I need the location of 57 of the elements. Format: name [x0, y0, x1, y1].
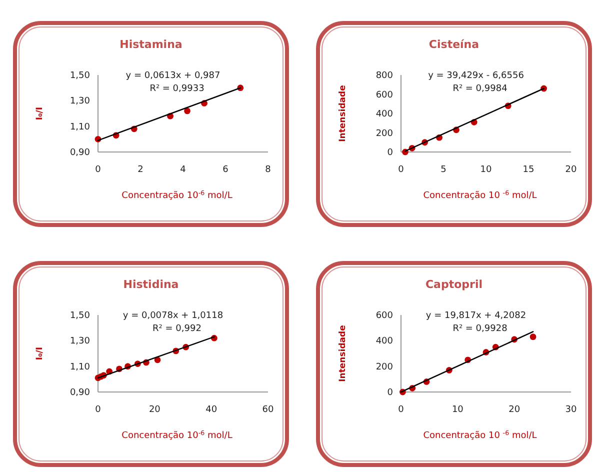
- x-tick-label: 4: [180, 165, 186, 175]
- x-tick-label: 5: [440, 165, 446, 175]
- y-tick-label: 200: [376, 128, 394, 139]
- y-tick-label: 400: [376, 110, 394, 120]
- x-axis-title: Concentração 10$^{-6}$ mol/L: [122, 190, 232, 201]
- y-tick-label: 1,50: [70, 311, 90, 321]
- point: [530, 334, 536, 340]
- y-tick-label: 1,30: [70, 96, 90, 107]
- x-tick-label: 0: [95, 405, 102, 415]
- y-tick-label: 0: [387, 148, 394, 158]
- x-tick-label: 10: [452, 405, 464, 415]
- x-tick-label: 60: [262, 405, 274, 415]
- y-tick-label: 0: [387, 388, 394, 398]
- annotation: R² = 0,9984: [452, 84, 508, 94]
- chart-title: Histidina: [123, 278, 179, 291]
- x-tick-label: 20: [508, 405, 520, 415]
- y-tick-label: 1,50: [70, 71, 90, 81]
- y-tick-label: 600: [376, 90, 394, 100]
- annotation: y = 39,429x - 6,6556: [428, 71, 524, 81]
- x-tick-label: 20: [148, 405, 161, 415]
- y-tick-label: 1,10: [70, 122, 90, 132]
- x-tick-label: 2: [138, 165, 144, 175]
- y-tick-label: 600: [376, 311, 394, 321]
- x-tick-label: 20: [565, 165, 577, 175]
- chart-title: Captopril: [425, 278, 483, 291]
- x-tick-label: 40: [206, 405, 218, 415]
- annotation: R² = 0,992: [152, 324, 202, 334]
- point: [184, 108, 190, 114]
- y-axis-title: Intensidade: [338, 324, 348, 382]
- x-tick-label: 0: [398, 405, 404, 415]
- annotation: y = 0,0613x + 0,987: [126, 71, 220, 81]
- y-tick-label: 0,90: [70, 388, 90, 398]
- y-axis-title: I₀/I: [35, 106, 45, 120]
- annotation: y = 0,0078x + 1,0118: [122, 311, 224, 321]
- x-tick-label: 8: [265, 165, 272, 175]
- x-axis-title: Concentração 10 $^{-6}$ mol/L: [423, 430, 537, 441]
- x-tick-label: 15: [522, 165, 534, 175]
- x-axis-title: Concentração 10 $^{-6}$ mol/L: [423, 190, 537, 201]
- chart-title: Cisteína: [428, 38, 480, 51]
- x-tick-label: 10: [480, 165, 492, 175]
- y-tick-label: 0,90: [70, 148, 90, 158]
- y-tick-label: 200: [376, 362, 394, 372]
- y-axis-title: Intensidade: [338, 84, 348, 142]
- y-axis-title: I₀/I: [35, 346, 45, 360]
- y-tick-label: 400: [376, 336, 394, 347]
- y-tick-label: 1,30: [70, 336, 90, 347]
- chart-title: Histamina: [120, 38, 182, 51]
- annotation: R² = 0,9933: [150, 84, 204, 94]
- x-tick-label: 0: [398, 165, 404, 175]
- y-tick-label: 800: [376, 71, 394, 81]
- x-tick-label: 30: [565, 405, 577, 415]
- x-tick-label: 0: [95, 165, 102, 175]
- x-tick-label: 6: [222, 165, 229, 175]
- annotation: y = 19,817x + 4,2082: [426, 311, 526, 321]
- y-tick-label: 1,10: [70, 362, 90, 372]
- annotation: R² = 0,9928: [452, 324, 508, 334]
- x-axis-title: Concentração 10$^{-6}$ mol/L: [122, 430, 232, 441]
